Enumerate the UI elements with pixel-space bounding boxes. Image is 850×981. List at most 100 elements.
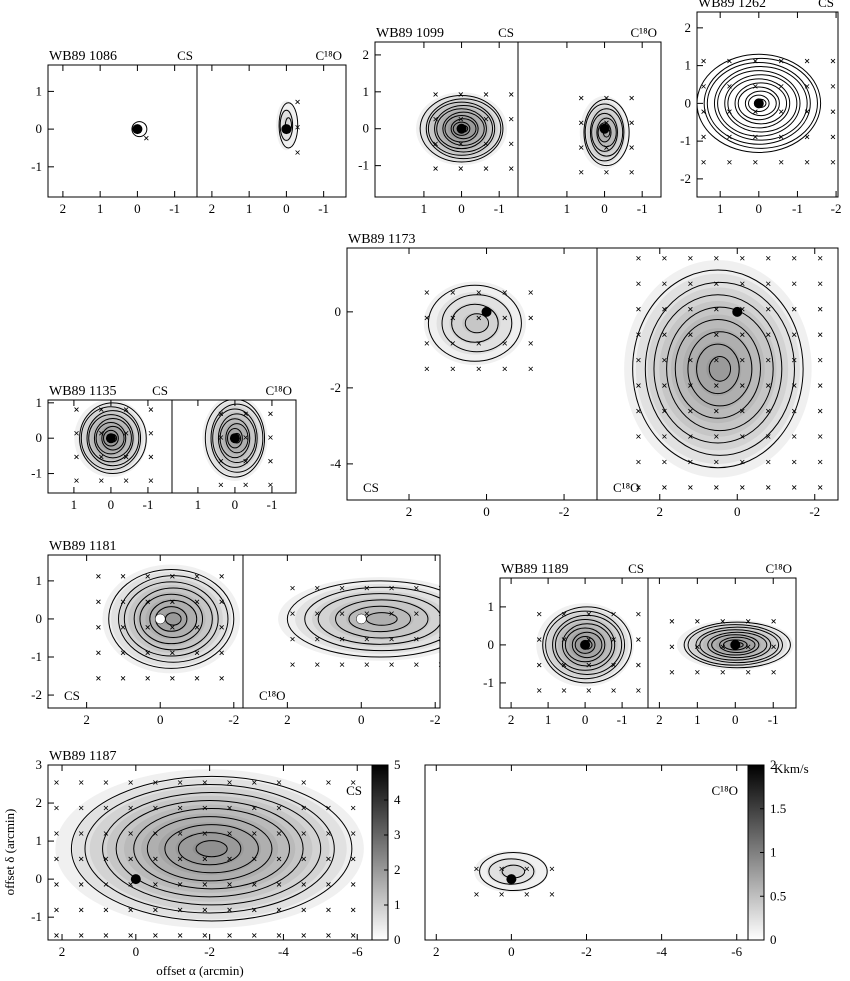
cross [123, 407, 129, 412]
cross [78, 907, 84, 913]
cross [714, 306, 719, 312]
cross [578, 145, 584, 150]
cross [244, 651, 248, 655]
cross [778, 58, 784, 64]
x-tick-label: 1 [545, 712, 552, 727]
cross [528, 315, 534, 321]
colorbar-tick-label: 0 [394, 932, 401, 947]
cross [103, 882, 109, 887]
cross [611, 662, 616, 668]
cross [817, 332, 823, 337]
cross [791, 434, 797, 439]
cross [797, 670, 801, 674]
cross [364, 611, 370, 616]
contour [571, 631, 603, 659]
y-tick-label: 0 [36, 611, 43, 626]
x-tick-label: 0 [601, 201, 608, 216]
shade [295, 584, 440, 654]
cross [636, 662, 641, 668]
y-tick-label: 0 [363, 121, 370, 136]
x-tick-label: -2 [831, 201, 842, 216]
contour [564, 627, 606, 663]
cross [54, 933, 59, 938]
panel: 2 1 0 -1 1 0 -1 WB89 1189 CS [483, 561, 649, 727]
cross [251, 805, 257, 811]
x-tick-label: -6 [731, 944, 742, 959]
cross [414, 636, 419, 642]
cross [153, 831, 158, 836]
cross [669, 619, 675, 624]
x-tick-label: 1 [71, 497, 78, 512]
source-dot [281, 124, 292, 135]
cross [145, 599, 150, 605]
panel-title: WB89 1135 [49, 384, 117, 399]
frame [596, 247, 839, 501]
contour [84, 783, 335, 914]
x-tick-label: 0 [458, 201, 465, 216]
cross [629, 95, 634, 101]
x-tick-label: -2 [430, 712, 441, 727]
shade [474, 850, 549, 893]
cross [315, 636, 320, 642]
panel-label: CS [152, 383, 168, 398]
cross [339, 585, 345, 591]
shade [89, 786, 330, 911]
cross [740, 357, 745, 363]
cross [153, 805, 158, 811]
map [697, 53, 836, 165]
cross [350, 780, 356, 785]
cross [791, 332, 797, 337]
contour [286, 580, 440, 658]
contour [597, 122, 612, 143]
contour [696, 343, 740, 395]
cross [753, 159, 758, 165]
cross [389, 636, 394, 642]
cross [78, 831, 84, 836]
y-tick-label: -4 [330, 456, 341, 471]
x-tick-label: -1 [267, 497, 278, 512]
contour [442, 111, 485, 146]
cross [714, 281, 719, 287]
panel-label: CS [363, 480, 379, 495]
shade [158, 822, 262, 876]
map [624, 255, 823, 490]
cross [476, 366, 482, 372]
cross [830, 134, 836, 140]
cross [315, 611, 320, 616]
shade [682, 328, 754, 410]
map [423, 281, 534, 372]
y-tick-label: 1 [488, 599, 495, 614]
cross [194, 676, 200, 681]
cross [144, 135, 149, 141]
cross [99, 454, 104, 460]
cross [804, 109, 810, 114]
y-tick-label: 2 [685, 20, 692, 35]
map [54, 769, 364, 938]
cross [99, 478, 104, 483]
cross [103, 780, 109, 785]
cross [424, 315, 430, 321]
cross [714, 255, 719, 261]
cross [194, 599, 200, 605]
contour [317, 593, 440, 645]
shade [154, 605, 189, 633]
y-tick-label: 0 [36, 871, 43, 886]
cross [290, 585, 295, 591]
cross [765, 383, 771, 388]
cross [202, 856, 208, 862]
y-tick-label: 0 [335, 304, 342, 319]
cross [701, 58, 706, 64]
contour [102, 791, 322, 906]
cross [636, 306, 641, 312]
cross [243, 411, 248, 417]
cross [727, 134, 732, 140]
x-tick-label: 2 [60, 201, 67, 216]
cross [276, 780, 282, 785]
panel-title: WB89 1086 [49, 49, 117, 64]
cross [765, 408, 771, 414]
cross [549, 866, 555, 872]
contour [80, 406, 142, 471]
shade [462, 312, 488, 334]
cross [251, 831, 257, 836]
cross [688, 408, 693, 414]
